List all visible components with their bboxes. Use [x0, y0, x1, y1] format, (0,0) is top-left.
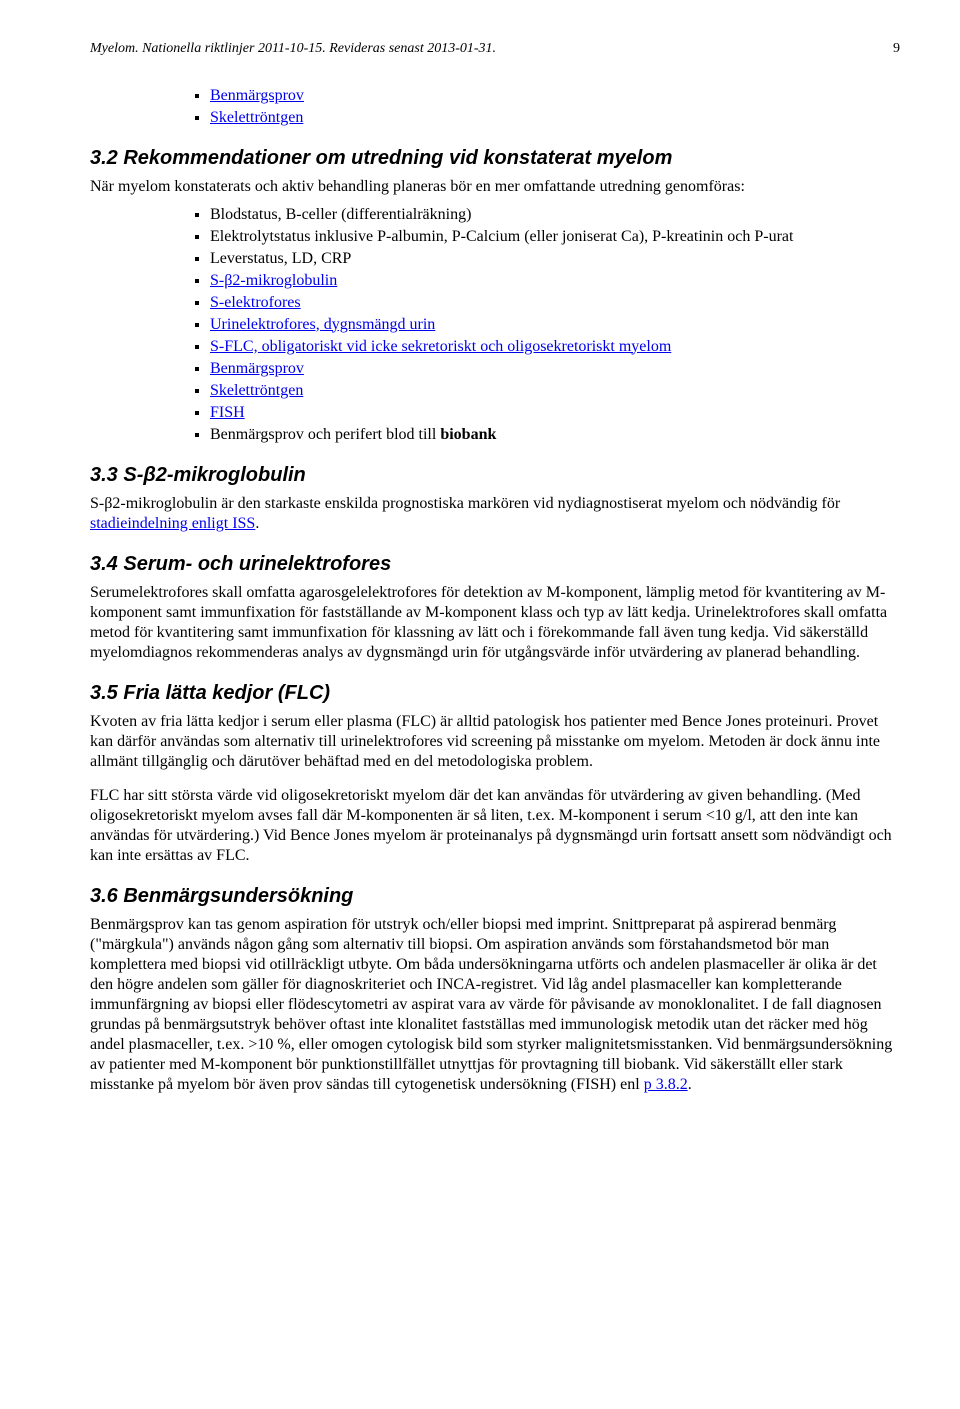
list-item: S-β2-mikroglobulin: [210, 271, 900, 291]
list-text: Benmärgsprov och perifert blod till: [210, 426, 440, 443]
iss-staging-link[interactable]: stadieindelning enligt ISS: [90, 515, 255, 532]
list-item: Leverstatus, LD, CRP: [210, 249, 900, 269]
list-item: Skelettröntgen: [210, 108, 900, 128]
section-3-5-p2: FLC har sitt största värde vid oligosekr…: [90, 786, 900, 866]
list-link[interactable]: S-FLC, obligatoriskt vid icke sekretoris…: [210, 338, 671, 355]
section-3-3-body: S-β2-mikroglobulin är den starkaste ensk…: [90, 494, 900, 534]
list-link[interactable]: Benmärgsprov: [210, 360, 304, 377]
page-header: Myelom. Nationella riktlinjer 2011-10-15…: [90, 40, 900, 58]
list-item: Urinelektrofores, dygnsmängd urin: [210, 315, 900, 335]
list-link[interactable]: Urinelektrofores, dygnsmängd urin: [210, 316, 435, 333]
list-item: Elektrolytstatus inklusive P-albumin, P-…: [210, 227, 900, 247]
section-3-5-p1: Kvoten av fria lätta kedjor i serum elle…: [90, 712, 900, 772]
list-link[interactable]: S-elektrofores: [210, 294, 301, 311]
section-3-5-heading: 3.5 Fria lätta kedjor (FLC): [90, 681, 900, 706]
list-item: Blodstatus, B-celler (differentialräknin…: [210, 205, 900, 225]
list-link[interactable]: Skelettröntgen: [210, 382, 303, 399]
section-3-6-text-pre: Benmärgsprov kan tas genom aspiration fö…: [90, 916, 892, 1093]
list-link[interactable]: Skelettröntgen: [210, 109, 303, 126]
section-3-3-text-pre: S-β2-mikroglobulin är den starkaste ensk…: [90, 495, 840, 512]
section-3-6-text-post: .: [688, 1076, 692, 1093]
list-link[interactable]: S-β2-mikroglobulin: [210, 272, 337, 289]
list-item: S-elektrofores: [210, 293, 900, 313]
section-3-3-heading: 3.3 S-β2-mikroglobulin: [90, 463, 900, 488]
list-item: Benmärgsprov: [210, 359, 900, 379]
section-3-3-text-post: .: [255, 515, 259, 532]
list-item: Benmärgsprov: [210, 86, 900, 106]
section-3-6-body: Benmärgsprov kan tas genom aspiration fö…: [90, 915, 900, 1095]
section-3-4-body: Serumelektrofores skall omfatta agarosge…: [90, 583, 900, 663]
list-item: Benmärgsprov och perifert blod till biob…: [210, 425, 900, 445]
list-item: FISH: [210, 403, 900, 423]
section-3-2-list: Blodstatus, B-celler (differentialräknin…: [90, 205, 900, 445]
header-text: Myelom. Nationella riktlinjer 2011-10-15…: [90, 41, 496, 56]
page-number: 9: [893, 40, 900, 58]
biobank-bold: biobank: [440, 426, 496, 443]
section-3-2-heading: 3.2 Rekommendationer om utredning vid ko…: [90, 146, 900, 171]
top-bullet-list: Benmärgsprov Skelettröntgen: [90, 86, 900, 128]
list-item: S-FLC, obligatoriskt vid icke sekretoris…: [210, 337, 900, 357]
section-3-2-intro: När myelom konstaterats och aktiv behand…: [90, 177, 900, 197]
section-3-6-heading: 3.6 Benmärgsundersökning: [90, 884, 900, 909]
list-item: Skelettröntgen: [210, 381, 900, 401]
list-link[interactable]: FISH: [210, 404, 245, 421]
list-link[interactable]: Benmärgsprov: [210, 87, 304, 104]
p-3-8-2-link[interactable]: p 3.8.2: [644, 1076, 688, 1093]
section-3-4-heading: 3.4 Serum- och urinelektrofores: [90, 552, 900, 577]
